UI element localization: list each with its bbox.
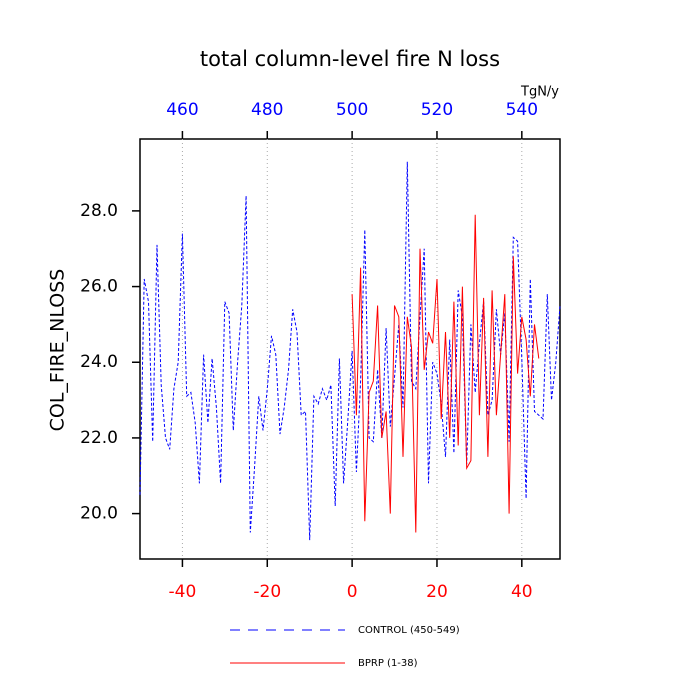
data-line bbox=[139, 161, 561, 541]
x-tick-label: 0 bbox=[347, 582, 358, 602]
legend-label: BPRP (1-38) bbox=[358, 658, 418, 669]
x-tick-label: 20 bbox=[426, 582, 448, 602]
x-tick-label: -20 bbox=[253, 582, 281, 602]
data-line bbox=[351, 214, 540, 533]
x2-tick-label: 500 bbox=[336, 100, 368, 120]
y-tick-label: 24.0 bbox=[80, 352, 118, 372]
chart-title: total column-level fire N loss bbox=[200, 47, 500, 71]
y-axis-label: COL_FIRE_NLOSS bbox=[47, 269, 69, 432]
x-tick-label: 40 bbox=[511, 582, 533, 602]
x2-tick-label: 520 bbox=[421, 100, 453, 120]
x2-tick-label: 540 bbox=[506, 100, 538, 120]
y-tick-label: 20.0 bbox=[80, 504, 118, 524]
x2-tick-label: 460 bbox=[166, 100, 198, 120]
y-tick-label: 26.0 bbox=[80, 277, 118, 297]
legend-label: CONTROL (450-549) bbox=[358, 625, 460, 636]
x-tick-label: -40 bbox=[169, 582, 197, 602]
x2-axis-label: TgN/y bbox=[520, 85, 559, 100]
plot-frame bbox=[139, 138, 561, 560]
y-tick-label: 28.0 bbox=[80, 201, 118, 221]
x2-tick-label: 480 bbox=[251, 100, 283, 120]
y-tick-label: 22.0 bbox=[80, 428, 118, 448]
